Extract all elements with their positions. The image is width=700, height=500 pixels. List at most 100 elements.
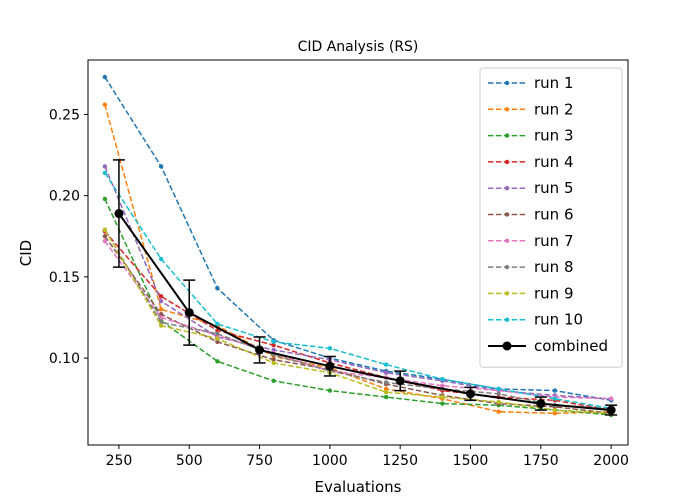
combined-point xyxy=(325,361,335,371)
series-9-point xyxy=(440,394,445,400)
series-8-point xyxy=(158,320,164,325)
y-tick-label: 0.15 xyxy=(49,270,80,286)
combined-point xyxy=(114,209,124,219)
legend-entry: run 10 xyxy=(488,311,583,329)
x-tick-label: 750 xyxy=(246,453,273,469)
legend-entry: run 6 xyxy=(488,206,574,224)
series-9-point xyxy=(271,360,276,366)
x-tick-label: 1250 xyxy=(382,453,418,469)
legend-entry: run 1 xyxy=(488,74,574,92)
series-9-point xyxy=(215,336,220,341)
series-9-point xyxy=(158,323,164,328)
legend-label: run 10 xyxy=(534,311,583,329)
series-8-point xyxy=(215,331,220,336)
series-6-point xyxy=(271,357,276,362)
legend-swatch-marker xyxy=(504,80,510,86)
legend-swatch-marker xyxy=(504,107,510,112)
series-7-point xyxy=(608,396,614,401)
combined-point xyxy=(536,399,546,409)
series-9-line xyxy=(104,229,612,415)
x-tick-label: 250 xyxy=(106,453,133,469)
combined-point xyxy=(606,405,616,415)
legend-label: run 5 xyxy=(534,179,574,197)
legend: run 1 run 2 run 3 run 4 run 5 run 6 run 7 run 8… xyxy=(479,67,623,368)
x-axis-label: Evaluations xyxy=(315,478,402,496)
legend-swatch-marker xyxy=(504,291,510,296)
legend-label: run 9 xyxy=(534,284,574,302)
series-5-point xyxy=(271,347,276,353)
y-tick-label: 0.25 xyxy=(49,107,80,123)
series-2-point xyxy=(496,409,501,414)
legend-entry: run 2 xyxy=(488,100,574,118)
series-1-line xyxy=(104,76,612,402)
combined-point xyxy=(255,345,265,355)
legend-entry: run 7 xyxy=(488,232,574,250)
combined-line xyxy=(118,212,612,412)
y-tick-label: 0.10 xyxy=(49,351,80,367)
x-tick-label: 1000 xyxy=(312,453,348,469)
legend-label: combined xyxy=(534,337,608,355)
series-7-point xyxy=(440,383,445,388)
series-1-point xyxy=(102,74,108,80)
series-9-point xyxy=(496,399,501,405)
series-6-point xyxy=(158,312,164,317)
legend-label: run 6 xyxy=(534,206,574,224)
plot-frame xyxy=(87,59,629,446)
legend-swatch-marker xyxy=(504,264,510,270)
legend-swatch-marker xyxy=(504,186,510,191)
combined-point xyxy=(395,376,405,386)
x-tick-label: 2000 xyxy=(593,453,629,469)
legend-entry: run 5 xyxy=(488,179,574,197)
legend-box xyxy=(479,67,623,368)
chart-title: CID Analysis (RS) xyxy=(298,39,419,55)
legend-swatch-marker xyxy=(504,317,510,322)
series-1-point xyxy=(158,164,164,169)
legend-swatch-marker xyxy=(504,159,510,165)
series-1-point xyxy=(215,286,220,291)
legend-entry: run 4 xyxy=(488,153,574,171)
legend-label: run 4 xyxy=(534,153,574,171)
series-4-point xyxy=(271,342,276,348)
series-10-point xyxy=(440,377,445,382)
series-4-point xyxy=(215,328,220,333)
series-10-point xyxy=(496,386,501,392)
series-5-point xyxy=(158,299,164,304)
y-tick-label: 0.20 xyxy=(49,189,80,205)
legend-swatch-marker xyxy=(504,212,510,217)
series-5-line xyxy=(104,166,612,400)
legend-entry: run 9 xyxy=(488,284,574,302)
legend-label: run 2 xyxy=(534,100,574,118)
series-3-point xyxy=(383,394,389,400)
legend-label: run 3 xyxy=(534,127,574,145)
legend-label: run 1 xyxy=(534,74,574,92)
series-10-point xyxy=(327,346,333,351)
series-10-point xyxy=(215,321,220,327)
legend-entry: run 3 xyxy=(488,127,574,145)
legend-swatch-marker xyxy=(504,238,510,243)
x-tick-label: 1750 xyxy=(523,453,559,469)
legend-swatch-marker xyxy=(504,133,510,138)
series-3-point xyxy=(271,378,276,384)
series-10-point xyxy=(158,256,164,262)
series-10-point xyxy=(383,362,389,367)
legend-entry: combined xyxy=(488,337,608,355)
series-5-point xyxy=(383,370,389,375)
series-3-point xyxy=(440,401,445,406)
legend-label: run 8 xyxy=(534,258,574,276)
series-2-point xyxy=(158,307,164,312)
series-6-point xyxy=(215,339,220,345)
series-7-point xyxy=(102,238,108,244)
series-10-point xyxy=(102,170,108,176)
legend-entry: run 8 xyxy=(488,258,574,276)
series-2-point xyxy=(383,386,389,392)
x-tick-label: 500 xyxy=(176,453,203,469)
series-7-point xyxy=(158,315,164,320)
series-8-point xyxy=(496,391,501,397)
legend-label: run 7 xyxy=(534,232,574,250)
series-9-point xyxy=(102,227,108,232)
combined-point xyxy=(184,308,194,318)
series-5-point xyxy=(102,164,108,169)
axis-layer: 250 500 750 1000 1250 1500 1750 2000 0.10 0.15 0.2… xyxy=(49,59,629,469)
series-3-point xyxy=(102,196,108,202)
